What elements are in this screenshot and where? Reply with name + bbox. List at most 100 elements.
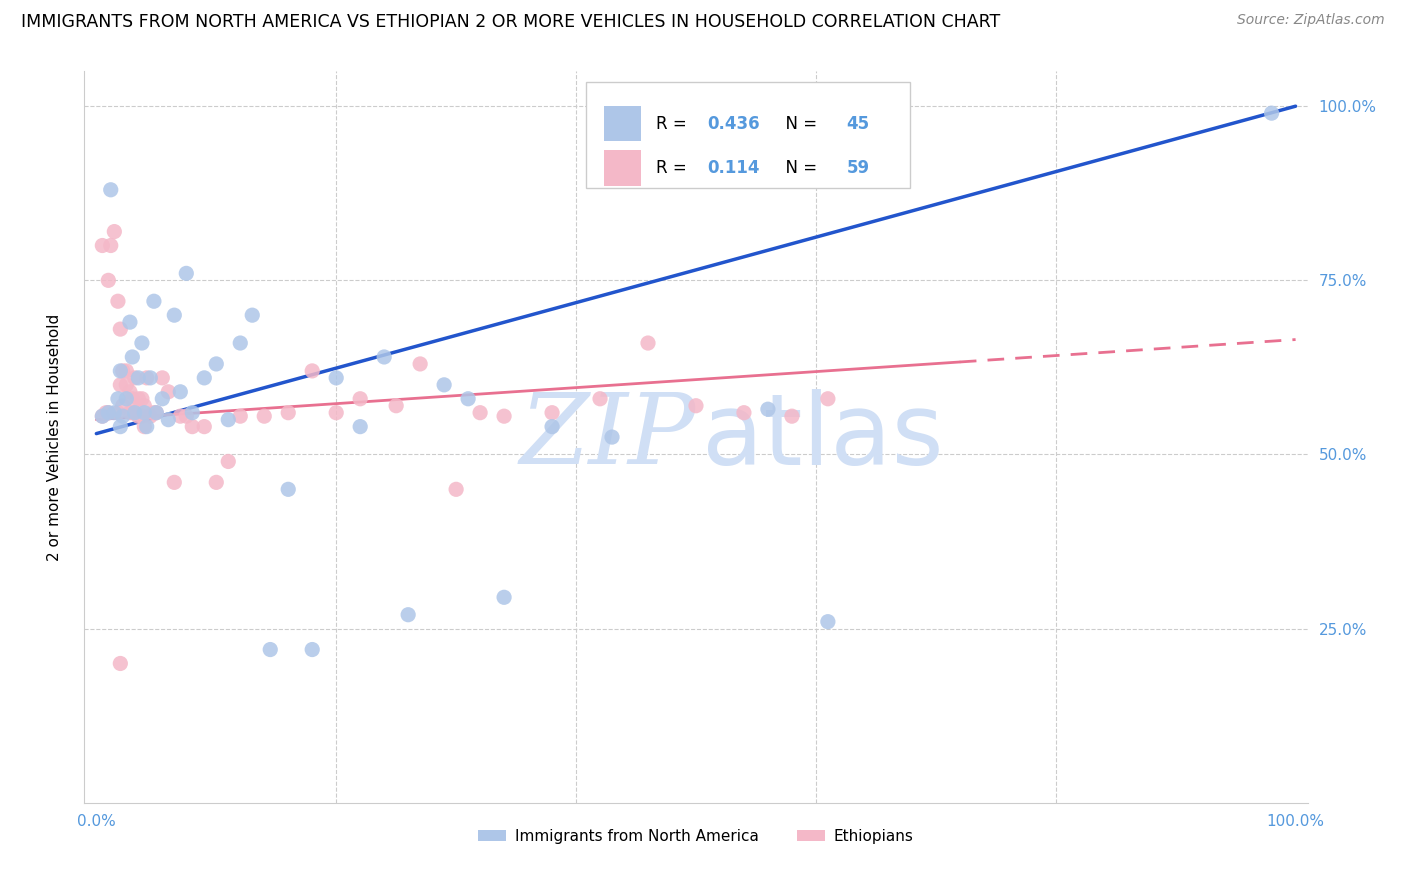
- FancyBboxPatch shape: [605, 151, 641, 186]
- Point: [115, 364, 138, 378]
- Point: [733, 406, 755, 420]
- Legend: Immigrants from North America, Ethiopians: Immigrants from North America, Ethiopian…: [472, 822, 920, 850]
- Point: [94, 406, 117, 420]
- Point: [145, 406, 167, 420]
- Point: [468, 406, 491, 420]
- Point: [325, 406, 347, 420]
- Point: [205, 475, 228, 490]
- Point: [817, 615, 839, 629]
- Point: [131, 392, 153, 406]
- Point: [115, 377, 138, 392]
- Text: R =: R =: [655, 114, 692, 133]
- Point: [97, 273, 120, 287]
- Point: [780, 409, 803, 424]
- Text: R =: R =: [655, 159, 697, 177]
- Point: [150, 371, 173, 385]
- Point: [107, 406, 129, 420]
- Text: 0.436: 0.436: [707, 114, 759, 133]
- Point: [100, 183, 122, 197]
- Point: [107, 392, 129, 406]
- Point: [139, 371, 162, 385]
- Point: [217, 454, 239, 468]
- Point: [457, 392, 479, 406]
- Point: [541, 419, 564, 434]
- Point: [174, 266, 197, 280]
- Point: [135, 371, 157, 385]
- Point: [131, 409, 153, 424]
- Point: [118, 406, 141, 420]
- Point: [174, 409, 197, 424]
- Point: [600, 430, 623, 444]
- Point: [396, 607, 419, 622]
- Point: [127, 392, 149, 406]
- Point: [163, 475, 186, 490]
- Point: [756, 402, 779, 417]
- Point: [100, 238, 122, 252]
- Point: [169, 384, 191, 399]
- Point: [541, 406, 564, 420]
- Point: [444, 483, 467, 497]
- Text: Source: ZipAtlas.com: Source: ZipAtlas.com: [1237, 13, 1385, 28]
- Point: [139, 409, 162, 424]
- Point: [150, 392, 173, 406]
- Text: 45: 45: [846, 114, 869, 133]
- Text: N =: N =: [776, 114, 823, 133]
- Point: [277, 483, 299, 497]
- Point: [301, 642, 323, 657]
- Point: [103, 225, 125, 239]
- Point: [589, 392, 612, 406]
- Point: [127, 409, 149, 424]
- Point: [111, 364, 134, 378]
- Point: [91, 409, 114, 424]
- Point: [253, 409, 276, 424]
- Point: [229, 409, 252, 424]
- Point: [409, 357, 432, 371]
- Point: [121, 392, 143, 406]
- Text: atlas: atlas: [702, 389, 943, 485]
- Point: [127, 371, 149, 385]
- Point: [193, 371, 215, 385]
- Point: [124, 371, 146, 385]
- Point: [494, 591, 516, 605]
- Point: [134, 406, 156, 420]
- Point: [169, 409, 191, 424]
- Point: [157, 412, 180, 426]
- Point: [124, 406, 146, 420]
- Point: [111, 409, 134, 424]
- Point: [240, 308, 263, 322]
- Point: [103, 406, 125, 420]
- FancyBboxPatch shape: [586, 82, 910, 188]
- Point: [1260, 106, 1282, 120]
- Point: [110, 419, 132, 434]
- Text: 0.114: 0.114: [707, 159, 759, 177]
- Point: [181, 406, 204, 420]
- Point: [131, 336, 153, 351]
- Point: [349, 419, 371, 434]
- Point: [157, 384, 180, 399]
- Point: [385, 399, 408, 413]
- Point: [193, 419, 215, 434]
- Point: [145, 406, 167, 420]
- Point: [259, 642, 281, 657]
- Point: [494, 409, 516, 424]
- Text: ZIP: ZIP: [520, 390, 696, 484]
- Point: [142, 294, 165, 309]
- Point: [121, 350, 143, 364]
- Point: [118, 315, 141, 329]
- Point: [110, 377, 132, 392]
- Point: [433, 377, 456, 392]
- Point: [110, 364, 132, 378]
- Point: [163, 308, 186, 322]
- Point: [118, 384, 141, 399]
- Point: [142, 406, 165, 420]
- Point: [229, 336, 252, 351]
- Point: [134, 419, 156, 434]
- Text: IMMIGRANTS FROM NORTH AMERICA VS ETHIOPIAN 2 OR MORE VEHICLES IN HOUSEHOLD CORRE: IMMIGRANTS FROM NORTH AMERICA VS ETHIOPI…: [21, 13, 1000, 31]
- Point: [325, 371, 347, 385]
- Point: [134, 399, 156, 413]
- Point: [135, 419, 157, 434]
- Point: [685, 399, 707, 413]
- Point: [217, 412, 239, 426]
- Point: [124, 406, 146, 420]
- Point: [111, 399, 134, 413]
